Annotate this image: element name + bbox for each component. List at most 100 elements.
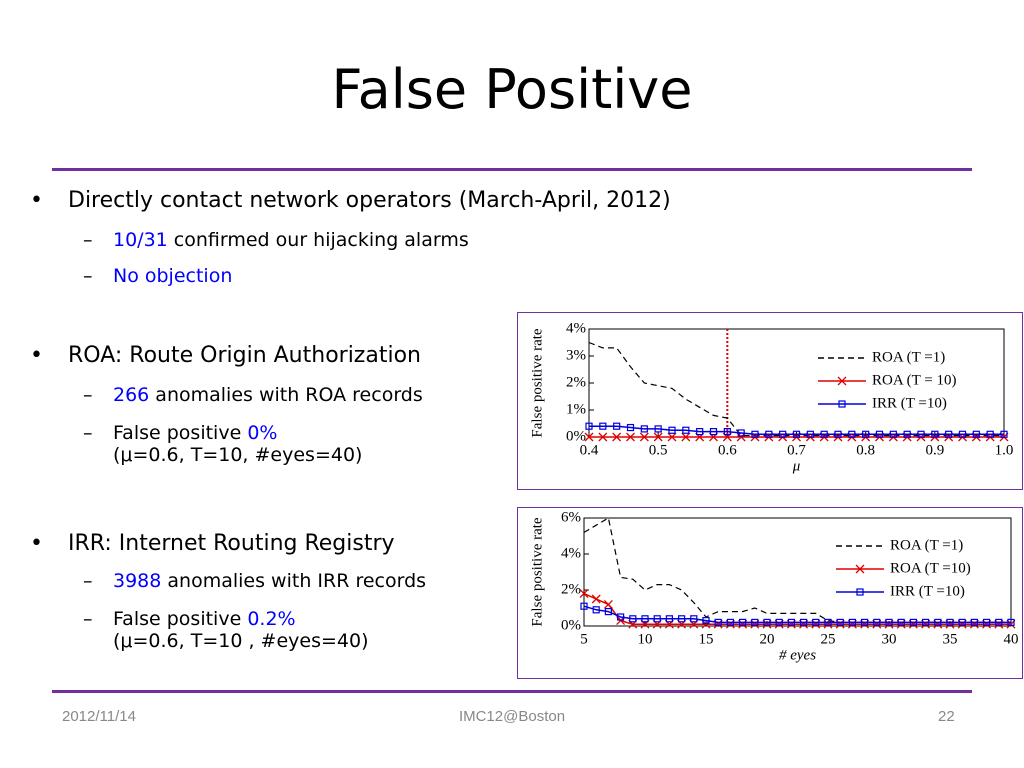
marker — [897, 618, 905, 627]
marker — [834, 430, 842, 438]
y-tick-label: 1% — [566, 401, 586, 417]
marker — [856, 588, 864, 596]
x-tick-label: 15 — [699, 631, 714, 647]
marker — [640, 425, 648, 433]
marker — [603, 599, 613, 609]
plot-frame — [583, 517, 1012, 627]
marker — [995, 618, 1003, 627]
marker — [820, 430, 828, 438]
y-tick-label: 2% — [561, 581, 581, 597]
marker — [629, 615, 637, 623]
marker — [922, 618, 930, 627]
marker — [579, 589, 589, 599]
marker — [584, 432, 594, 442]
bullet: False positive 0.2%(μ=0.6, T=10 , #eyes=… — [83, 608, 368, 652]
bullet: 10/31 confirmed our hijacking alarms — [83, 229, 469, 251]
bullet-text: False positive — [113, 608, 248, 630]
marker — [626, 423, 635, 432]
chart: 0% 2% 4% 6% 5 10 15 20 25 30 35 40 # eyes False posit… — [517, 507, 1023, 679]
bullet-text: anomalies with ROA records — [149, 384, 423, 406]
marker — [946, 618, 954, 627]
marker — [848, 618, 856, 627]
marker — [958, 618, 966, 627]
bullet: 266 anomalies with ROA records — [83, 384, 423, 406]
marker — [591, 594, 601, 604]
series-line — [588, 341, 1004, 437]
marker — [709, 427, 718, 436]
marker — [945, 430, 953, 438]
chart: 0% 1% 2% 3% 4% 0.4 0.5 0.6 0.7 0.8 0.9 1.0 μ False po… — [517, 312, 1023, 490]
legend-label: ROA (T = 10) — [872, 372, 956, 388]
bullet-text: IRR: Internet Routing Registry — [68, 531, 395, 556]
marker — [970, 618, 978, 627]
marker — [714, 618, 722, 627]
y-tick-label: 6% — [561, 509, 581, 525]
marker — [690, 615, 698, 623]
bullet-text: False positive — [113, 422, 248, 444]
marker — [931, 430, 939, 438]
marker — [855, 564, 865, 574]
marker — [838, 400, 846, 408]
marker — [763, 618, 771, 627]
marker — [1007, 618, 1015, 627]
marker — [875, 430, 884, 438]
x-tick-label: 10 — [638, 631, 653, 647]
marker — [653, 615, 661, 623]
marker — [654, 425, 662, 433]
footer-date: 2012/11/14 — [62, 708, 136, 725]
marker — [678, 615, 686, 623]
bullet-text: ROA: Route Origin Authorization — [68, 343, 421, 368]
marker — [972, 430, 980, 438]
marker — [986, 430, 994, 438]
y-tick-label: 2% — [566, 374, 586, 390]
marker — [668, 426, 676, 434]
marker — [812, 618, 820, 627]
marker — [800, 618, 808, 627]
marker — [775, 618, 783, 627]
title-rule — [52, 168, 972, 171]
marker — [653, 432, 663, 442]
series-line — [589, 425, 1004, 436]
y-tick-label: 4% — [566, 320, 586, 336]
marker — [723, 427, 731, 436]
y-axis-label: False positive rate — [529, 517, 545, 626]
bullet-text: No objection — [113, 265, 233, 287]
marker — [667, 432, 677, 442]
x-tick-label: 25 — [821, 631, 836, 647]
x-tick-label: 0.7 — [787, 442, 806, 458]
legend-label: IRR (T =10) — [890, 583, 965, 599]
x-tick-label: 30 — [882, 631, 897, 647]
bullet-text: 0% — [247, 422, 278, 444]
bullet-text: 266 — [113, 384, 150, 406]
x-tick-label: 35 — [943, 631, 958, 647]
marker — [958, 430, 967, 438]
marker — [836, 618, 844, 627]
marker — [1000, 430, 1008, 438]
marker — [983, 618, 991, 627]
marker — [682, 426, 690, 434]
marker — [848, 430, 856, 438]
marker — [681, 432, 691, 442]
marker — [751, 430, 759, 438]
marker — [889, 430, 897, 438]
bullet-text: anomalies with IRR records — [161, 570, 427, 592]
marker — [604, 607, 613, 616]
marker — [787, 618, 795, 627]
marker — [726, 618, 734, 627]
x-tick-label: 0.5 — [649, 442, 668, 458]
marker — [751, 618, 759, 627]
marker — [641, 615, 649, 623]
bullet-text: 3988 — [113, 570, 162, 592]
x-tick-label: 1.0 — [995, 442, 1014, 458]
bullet-text: Directly contact network operators (Marc… — [68, 188, 671, 213]
bullet: Directly contact network operators (Marc… — [30, 188, 671, 213]
y-tick-label: 4% — [561, 545, 581, 561]
marker — [737, 429, 745, 437]
footer-center: IMC12@Boston — [458, 708, 566, 725]
x-tick-label: 20 — [760, 631, 775, 647]
marker — [580, 602, 588, 610]
marker — [616, 613, 625, 621]
marker — [885, 618, 893, 627]
marker — [824, 618, 832, 627]
bullet: IRR: Internet Routing Registry — [30, 531, 395, 556]
